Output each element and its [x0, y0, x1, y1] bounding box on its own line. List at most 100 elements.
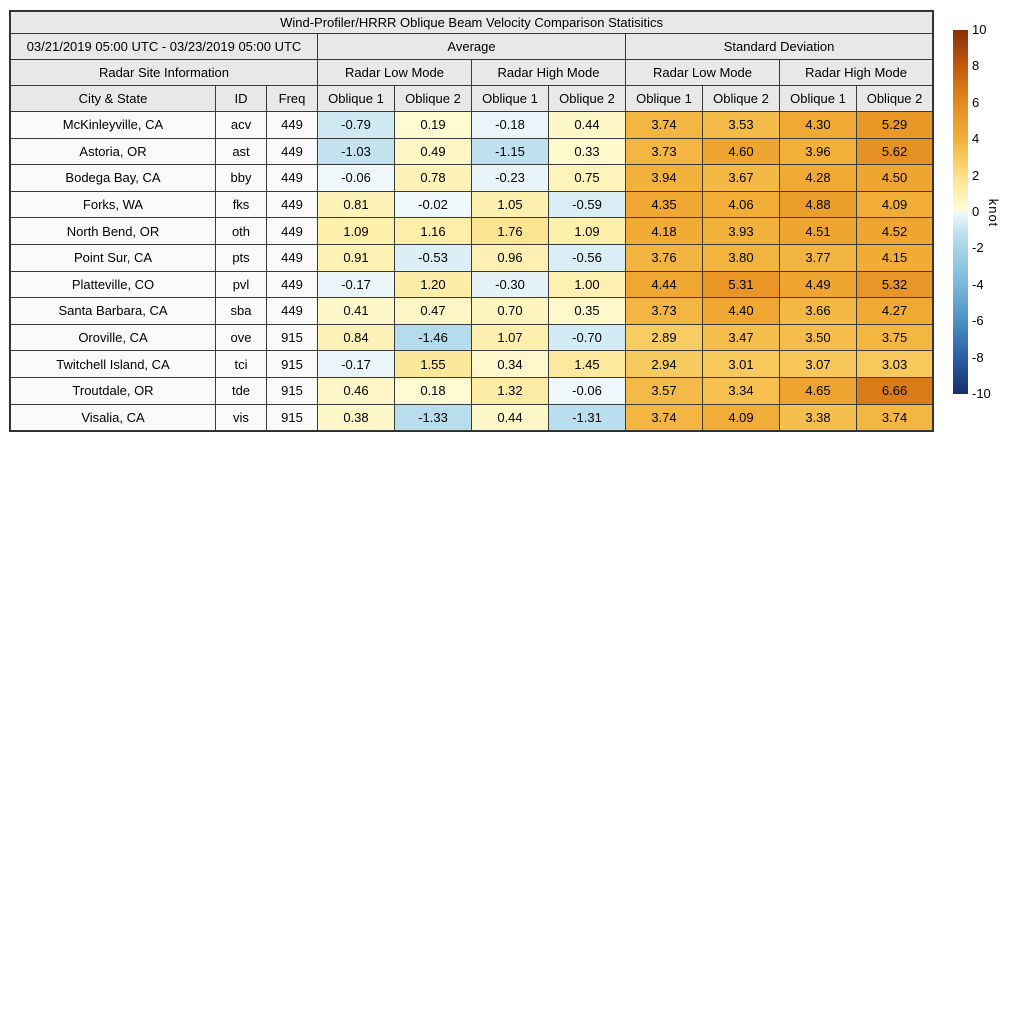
value-cell: 4.28 — [779, 164, 857, 192]
colorbar-tick-label: 8 — [972, 58, 980, 74]
value-cell: 3.75 — [855, 323, 934, 352]
value-cell: 4.40 — [702, 297, 780, 325]
colorbar-tick-label: -10 — [972, 386, 991, 401]
value-cell: 4.15 — [855, 243, 934, 272]
sd-low-mode-header: Radar Low Mode — [625, 59, 780, 86]
freq-cell: 449 — [266, 217, 318, 245]
value-cell: 4.50 — [855, 164, 934, 192]
city-state-cell: Visalia, CA — [10, 403, 216, 432]
value-cell: 0.75 — [548, 164, 626, 192]
mode-header-row: Radar Site Information Radar Low Mode Ra… — [10, 59, 934, 86]
value-cell: 5.62 — [855, 137, 934, 166]
value-cell: 3.93 — [702, 217, 780, 245]
table-row: Forks, WA fks 449 0.81 -0.02 1.05 -0.59 4.35 4.0… — [10, 190, 934, 219]
value-cell: 3.80 — [702, 243, 780, 272]
value-cell: 1.55 — [394, 350, 472, 378]
title-row: Wind-Profiler/HRRR Oblique Beam Velocity… — [9, 11, 934, 34]
site-id-cell: tde — [215, 376, 267, 405]
value-cell: -0.06 — [317, 164, 395, 192]
value-cell: 0.84 — [317, 323, 395, 352]
table-row: Twitchell Island, CA tci 915 -0.17 1.55 0.34 1… — [10, 350, 934, 378]
value-cell: 0.49 — [394, 137, 472, 166]
freq-cell: 449 — [266, 137, 318, 166]
freq-cell: 449 — [266, 270, 318, 299]
value-cell: -0.70 — [548, 323, 626, 352]
value-cell: 1.05 — [471, 190, 549, 219]
value-cell: 0.41 — [317, 297, 395, 325]
value-cell: 4.60 — [702, 137, 780, 166]
value-cell: -1.03 — [317, 137, 395, 166]
site-id-cell: vis — [215, 403, 267, 432]
oblique-header: Oblique 2 — [855, 85, 934, 112]
oblique-header: Oblique 2 — [548, 85, 626, 112]
table-title: Wind-Profiler/HRRR Oblique Beam Velocity… — [9, 11, 934, 34]
colorbar-tick-label: -8 — [972, 349, 984, 365]
velocity-comparison-table: Wind-Profiler/HRRR Oblique Beam Velocity… — [8, 9, 935, 433]
value-cell: -0.17 — [317, 270, 395, 299]
freq-cell: 449 — [266, 243, 318, 272]
colorbar-tick-label: 2 — [972, 167, 980, 183]
colorbar-tick-label: 10 — [972, 22, 987, 37]
site-id-cell: sba — [215, 297, 267, 325]
value-cell: 0.70 — [471, 297, 549, 325]
value-cell: 4.65 — [779, 376, 857, 405]
value-cell: 4.30 — [779, 111, 857, 139]
site-id-cell: bby — [215, 164, 267, 192]
value-cell: 3.01 — [702, 350, 780, 378]
value-cell: 3.76 — [625, 243, 703, 272]
value-cell: 3.07 — [779, 350, 857, 378]
value-cell: -1.46 — [394, 323, 472, 352]
value-cell: 3.47 — [702, 323, 780, 352]
value-cell: 4.51 — [779, 217, 857, 245]
table-row: North Bend, OR oth 449 1.09 1.16 1.76 1.09 4.18… — [10, 217, 934, 245]
value-cell: -0.53 — [394, 243, 472, 272]
value-cell: 4.06 — [702, 190, 780, 219]
site-id-cell: oth — [215, 217, 267, 245]
id-header: ID — [215, 85, 267, 112]
site-id-cell: fks — [215, 190, 267, 219]
value-cell: 1.76 — [471, 217, 549, 245]
value-cell: 3.57 — [625, 376, 703, 405]
value-cell: -0.30 — [471, 270, 549, 299]
value-cell: 4.09 — [855, 190, 934, 219]
table-body: McKinleyville, CA acv 449 -0.79 0.19 -0.18 0.4… — [10, 111, 934, 432]
value-cell: 4.52 — [855, 217, 934, 245]
city-state-cell: Point Sur, CA — [10, 243, 216, 272]
city-state-cell: North Bend, OR — [10, 217, 216, 245]
value-cell: 0.38 — [317, 403, 395, 432]
value-cell: 3.74 — [625, 111, 703, 139]
colorbar-tick-label: 6 — [972, 94, 980, 110]
average-section-header: Average — [317, 33, 626, 60]
value-cell: 0.44 — [471, 403, 549, 432]
value-cell: 3.66 — [779, 297, 857, 325]
freq-cell: 449 — [266, 111, 318, 139]
value-cell: 3.73 — [625, 137, 703, 166]
value-cell: 0.18 — [394, 376, 472, 405]
value-cell: -0.23 — [471, 164, 549, 192]
colorbar-tick-label: -6 — [972, 313, 984, 329]
radar-site-info-header: Radar Site Information — [10, 59, 318, 86]
colorbar-tick-label: -2 — [972, 240, 984, 256]
value-cell: 0.34 — [471, 350, 549, 378]
colorbar — [953, 30, 968, 394]
value-cell: 1.20 — [394, 270, 472, 299]
value-cell: 3.03 — [855, 350, 934, 378]
value-cell: 3.67 — [702, 164, 780, 192]
value-cell: 3.50 — [779, 323, 857, 352]
value-cell: 1.07 — [471, 323, 549, 352]
freq-header: Freq — [266, 85, 318, 112]
value-cell: 5.31 — [702, 270, 780, 299]
city-state-cell: Bodega Bay, CA — [10, 164, 216, 192]
oblique-header: Oblique 1 — [317, 85, 395, 112]
freq-cell: 915 — [266, 376, 318, 405]
value-cell: 3.38 — [779, 403, 857, 432]
colorbar-tick-label: -4 — [972, 276, 984, 292]
table-row: Platteville, CO pvl 449 -0.17 1.20 -0.30 1.00 4… — [10, 270, 934, 299]
value-cell: 1.09 — [317, 217, 395, 245]
oblique-header: Oblique 2 — [702, 85, 780, 112]
value-cell: 3.74 — [855, 403, 934, 432]
date-range: 03/21/2019 05:00 UTC - 03/23/2019 05:00 … — [10, 33, 318, 60]
city-state-cell: Platteville, CO — [10, 270, 216, 299]
oblique-header: Oblique 2 — [394, 85, 472, 112]
value-cell: 1.45 — [548, 350, 626, 378]
